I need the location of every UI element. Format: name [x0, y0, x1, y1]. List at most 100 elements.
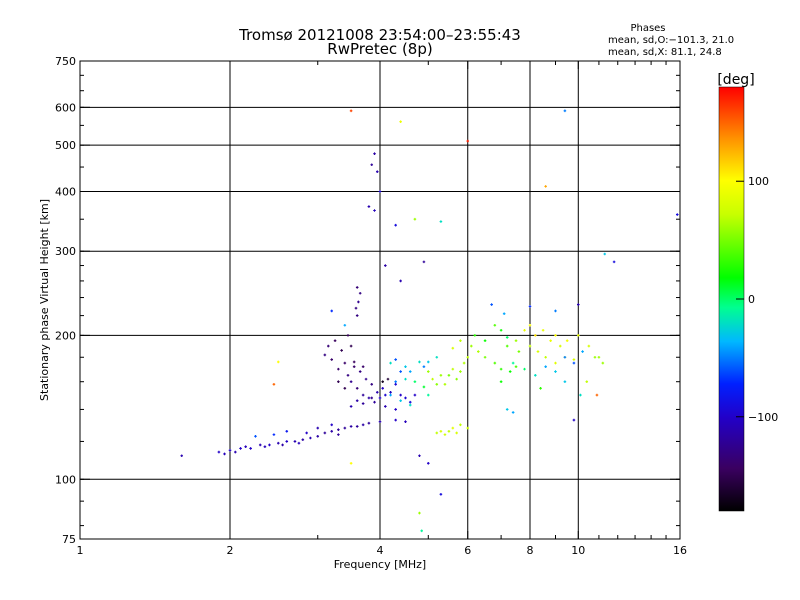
- data-point: [439, 493, 443, 496]
- data-point: [544, 355, 547, 359]
- data-point: [367, 205, 371, 208]
- data-point: [394, 408, 397, 411]
- data-point: [675, 213, 679, 216]
- data-point: [447, 430, 451, 433]
- data-point: [349, 380, 353, 384]
- data-point: [528, 323, 532, 327]
- data-point: [386, 377, 390, 381]
- data-point: [217, 450, 221, 454]
- data-point: [373, 400, 376, 404]
- data-point: [601, 361, 605, 365]
- data-point: [330, 358, 334, 361]
- data-point: [358, 291, 362, 295]
- x-tick-label: 6: [464, 544, 471, 557]
- data-point: [244, 445, 247, 448]
- data-point: [483, 355, 487, 359]
- data-point: [422, 260, 426, 264]
- data-point: [451, 367, 455, 371]
- data-point: [330, 423, 334, 427]
- data-point: [572, 418, 576, 422]
- data-point: [439, 430, 443, 433]
- data-point: [381, 387, 384, 390]
- data-point: [572, 361, 576, 365]
- data-point: [459, 370, 462, 373]
- data-point: [337, 428, 340, 431]
- data-point: [404, 365, 407, 368]
- data-point: [435, 383, 439, 386]
- data-point: [394, 380, 397, 384]
- data-point: [539, 387, 542, 390]
- data-point: [523, 328, 526, 332]
- data-point: [404, 396, 407, 400]
- data-point: [272, 383, 276, 386]
- data-point: [558, 344, 562, 348]
- data-point: [459, 423, 462, 427]
- x-tick-labels: 1 2 4 6 8 10 16: [77, 544, 688, 557]
- colorbar-unit-label: [deg]: [717, 72, 754, 88]
- chart-title: Tromsø 20121008 23:54:00–23:55:43: [238, 26, 521, 44]
- data-point: [297, 441, 301, 445]
- y-tick-label: 75: [62, 533, 76, 546]
- data-point: [603, 252, 607, 256]
- data-point: [358, 370, 362, 373]
- data-point: [394, 418, 397, 422]
- data-point: [418, 360, 421, 364]
- y-tick-label: 300: [55, 245, 76, 258]
- data-point: [355, 286, 359, 289]
- data-point: [508, 370, 512, 373]
- data-point: [572, 358, 576, 361]
- data-point: [563, 380, 567, 384]
- data-point: [180, 454, 184, 458]
- data-point: [576, 303, 580, 306]
- data-point: [316, 435, 320, 438]
- y-tick-label: 100: [55, 473, 76, 486]
- data-point: [451, 346, 455, 350]
- data-point: [502, 312, 506, 316]
- data-point: [426, 462, 430, 465]
- data-point: [323, 431, 327, 435]
- data-point: [355, 387, 359, 390]
- data-point: [349, 462, 353, 465]
- data-point: [361, 365, 365, 368]
- data-point: [378, 420, 382, 423]
- data-point: [285, 440, 289, 443]
- data-point: [268, 443, 271, 447]
- data-point: [426, 360, 430, 364]
- data-point: [234, 450, 237, 454]
- data-point: [349, 344, 353, 348]
- data-point: [370, 163, 374, 167]
- data-point: [355, 425, 359, 428]
- data-point: [544, 365, 547, 368]
- data-point: [399, 370, 402, 373]
- data-point: [337, 380, 340, 384]
- data-point: [349, 405, 353, 408]
- data-point: [276, 360, 280, 364]
- y-tick-labels: 75 100 200 300 400 500 600 750: [55, 55, 76, 546]
- data-point: [473, 334, 477, 337]
- data-point: [254, 435, 257, 438]
- data-point: [399, 279, 402, 283]
- data-point: [413, 380, 417, 384]
- data-point: [459, 339, 462, 342]
- data-point: [343, 426, 347, 430]
- data-point: [223, 452, 226, 456]
- data-point: [361, 423, 365, 427]
- y-axis-label: Stationary phase Virtual Height [km]: [38, 199, 51, 401]
- data-point: [373, 152, 376, 155]
- data-point: [413, 217, 417, 221]
- data-point: [418, 511, 421, 515]
- data-point: [367, 396, 371, 400]
- data-point: [565, 339, 569, 342]
- data-point: [534, 334, 537, 337]
- data-point: [420, 529, 423, 533]
- data-point: [316, 426, 320, 430]
- data-point: [373, 209, 376, 212]
- data-point: [505, 344, 509, 348]
- data-point: [408, 370, 412, 373]
- data-point: [404, 377, 407, 381]
- phases-label: Phases: [630, 23, 665, 34]
- data-point: [462, 361, 466, 365]
- data-point: [343, 323, 347, 327]
- data-point: [352, 360, 356, 364]
